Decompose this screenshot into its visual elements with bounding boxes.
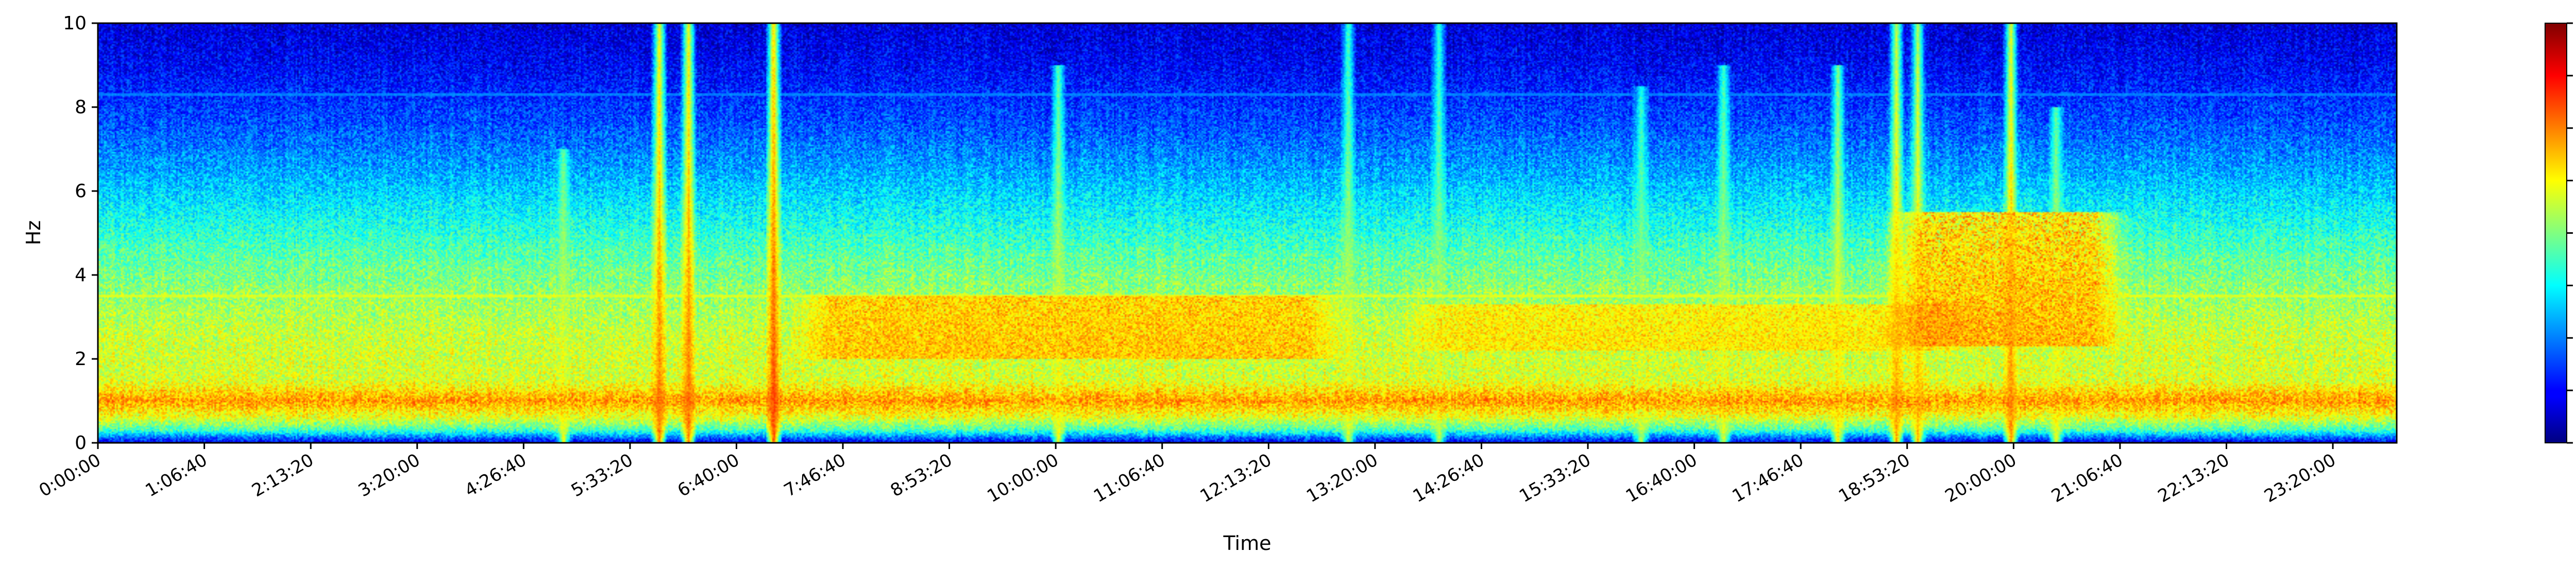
colorbar-ramp — [2545, 23, 2567, 443]
x-tick-label: 22:13:20 — [2155, 450, 2233, 507]
y-tick-label: 4 — [75, 265, 87, 286]
x-tick-label: 23:20:00 — [2261, 450, 2339, 507]
x-tick-label: 20:00:00 — [1942, 450, 2020, 507]
plot-frame — [97, 22, 2398, 444]
y-axis-label: Hz — [22, 220, 45, 246]
spectrogram-plot-area — [97, 22, 2398, 444]
x-tick-label: 16:40:00 — [1622, 450, 1701, 507]
x-tick-label: 21:06:40 — [2048, 450, 2126, 507]
x-tick-label: 18:53:20 — [1835, 450, 1913, 507]
x-tick-label: 12:13:20 — [1197, 450, 1275, 507]
y-tick-label: 0 — [75, 433, 87, 454]
x-tick-label: 4:26:40 — [461, 450, 530, 501]
x-tick-label: 8:53:20 — [887, 450, 956, 501]
y-tick-label: 10 — [63, 13, 87, 34]
x-tick-label: 5:33:20 — [568, 450, 637, 501]
y-tick-label: 6 — [75, 181, 87, 202]
y-tick-label: 8 — [75, 97, 87, 118]
x-tick-label: 2:13:20 — [248, 450, 317, 501]
x-axis: 0:00:00 1:06:40 2:13:20 3:20:00 4:26:40 5:33:… — [36, 443, 2340, 507]
x-tick-label: 11:06:40 — [1090, 450, 1168, 507]
x-tick-label: 13:20:00 — [1303, 450, 1381, 507]
x-tick-label: 15:33:20 — [1516, 450, 1594, 507]
y-axis: 0 2 4 6 8 10 — [63, 13, 98, 454]
x-tick-label: 10:00:00 — [984, 450, 1062, 507]
spectrogram-heatmap — [98, 23, 2397, 443]
x-tick-label: 7:46:40 — [781, 450, 850, 501]
x-tick-label: 1:06:40 — [142, 450, 211, 501]
x-tick-label: 14:26:40 — [1410, 450, 1488, 507]
x-tick-label: 6:40:00 — [674, 450, 743, 501]
x-tick-label: 0:00:00 — [36, 450, 105, 501]
y-tick-label: 2 — [75, 349, 87, 370]
colorbar: +0 dB-10 dB-20 dB-30 dB-40 dB-50 dB-60 d… — [2545, 22, 2573, 444]
x-axis-label: Time — [1223, 532, 1272, 555]
x-tick-label: 3:20:00 — [355, 450, 424, 501]
x-tick-label: 17:46:40 — [1728, 450, 1807, 507]
